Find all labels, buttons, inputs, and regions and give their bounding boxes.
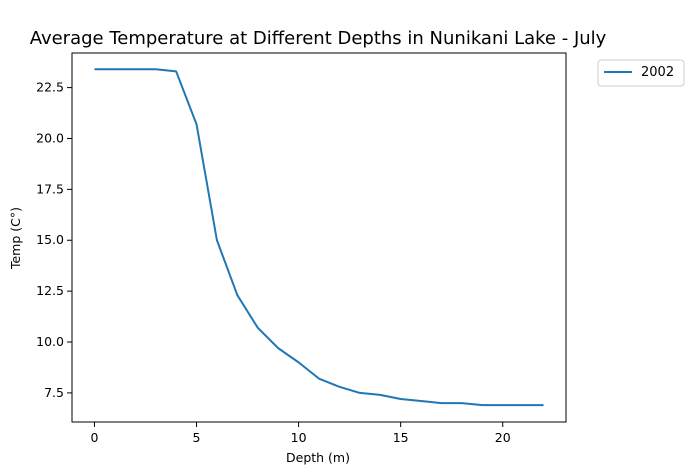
x-tick-label: 20 — [495, 430, 511, 445]
y-tick-label: 10.0 — [36, 334, 64, 349]
legend: 2002 — [597, 59, 685, 87]
x-tick-label: 10 — [291, 430, 307, 445]
y-tick-label: 7.5 — [44, 385, 64, 400]
y-axis-label: Temp (C°) — [8, 207, 23, 270]
x-tick-label: 15 — [393, 430, 409, 445]
series-line-2002 — [94, 68, 544, 407]
chart-title: Average Temperature at Different Depths … — [30, 28, 607, 49]
plot-area: 0 5 10 15 20 7.5 10.0 12.5 15.0 17.5 20.0 22.5 — [36, 52, 567, 445]
x-tick-label: 0 — [90, 430, 98, 445]
plot-frame — [71, 52, 567, 423]
y-tick-label: 12.5 — [36, 283, 64, 298]
y-axis: 7.5 10.0 12.5 15.0 17.5 20.0 22.5 — [36, 80, 72, 400]
series-layer — [94, 68, 544, 407]
y-tick-label: 22.5 — [36, 80, 64, 95]
x-tick-label: 5 — [193, 430, 201, 445]
y-tick-label: 20.0 — [36, 130, 64, 145]
legend-label-2002: 2002 — [641, 65, 674, 80]
legend-box — [597, 59, 685, 87]
x-axis-label: Depth (m) — [286, 450, 350, 465]
y-tick-label: 15.0 — [36, 232, 64, 247]
x-axis: 0 5 10 15 20 — [90, 422, 511, 445]
y-tick-label: 17.5 — [36, 181, 64, 196]
